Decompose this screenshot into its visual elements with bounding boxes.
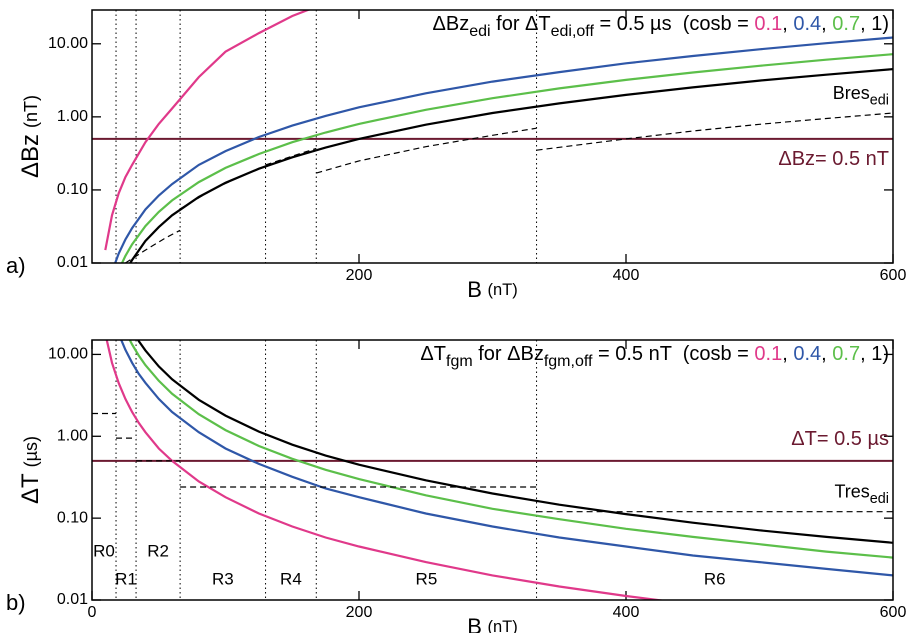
- text-part: 0.7: [832, 13, 860, 35]
- text-part: ,: [821, 13, 832, 35]
- text-part: fgm: [446, 353, 473, 370]
- text-part: , 1): [860, 343, 889, 365]
- plot-frame: [91, 9, 894, 264]
- resolution-label: Bresedi: [833, 83, 889, 108]
- series-line: [128, 340, 893, 559]
- y-tick-label: 1.00: [57, 427, 88, 444]
- x-tick-label: 0: [88, 604, 97, 621]
- region-label: R1: [115, 569, 137, 588]
- threshold-label: ΔT= 0.5 µs: [791, 428, 889, 450]
- text-part: 0.7: [832, 343, 860, 365]
- x-tick-label: 200: [346, 267, 373, 284]
- text-part: = 0.5 nT (cosb =: [592, 343, 754, 365]
- resolution-line: [92, 412, 893, 513]
- y-axis-label: ΔBz (nT): [17, 95, 44, 178]
- series-line: [104, 10, 311, 251]
- text-part: ,: [821, 343, 832, 365]
- y-tick-label: 1.00: [57, 108, 88, 125]
- text-part: 0.1: [754, 13, 782, 35]
- panel-label: b): [6, 590, 26, 615]
- series-line: [136, 340, 893, 544]
- text-part: fgm,off: [544, 353, 593, 370]
- region-label: R2: [147, 541, 169, 560]
- y-tick-label: 10.00: [48, 35, 88, 52]
- text-part: B: [467, 614, 482, 633]
- text-part: Bres: [833, 83, 870, 103]
- text-part: (nT): [21, 95, 41, 128]
- text-part: = 0.5 µs (cosb =: [594, 13, 755, 35]
- chart-title: ΔBzedi for ΔTedi,off = 0.5 µs (cosb = 0.…: [433, 13, 889, 40]
- x-tick-label: 200: [346, 604, 373, 621]
- text-part: ,: [782, 343, 793, 365]
- text-part: Tres: [834, 481, 869, 501]
- resolution-line: [125, 112, 893, 263]
- region-label: R5: [416, 569, 438, 588]
- plot-frame: [91, 339, 894, 601]
- y-tick-label: 0.10: [57, 181, 88, 198]
- text-part: edi,off: [551, 23, 595, 40]
- x-tick-label: 400: [613, 267, 640, 284]
- resolution-label: Tresedi: [834, 481, 889, 506]
- text-part: , 1): [860, 13, 889, 35]
- text-part: ΔT: [420, 343, 446, 365]
- panel-label: a): [6, 253, 26, 278]
- series-line: [105, 340, 667, 600]
- text-part: 0.4: [793, 13, 821, 35]
- text-part: ΔBz: [17, 134, 44, 178]
- text-part: 0.4: [793, 343, 821, 365]
- region-label: R4: [280, 569, 302, 588]
- x-tick-label: 600: [880, 604, 907, 621]
- text-part: 0.1: [754, 343, 782, 365]
- text-part: for ΔT: [491, 13, 551, 35]
- x-tick-label: 400: [613, 604, 640, 621]
- text-part: edi: [870, 92, 889, 108]
- y-axis-label: ΔT (µs): [17, 436, 44, 504]
- chart-title: ΔTfgm for ΔBzfgm,off = 0.5 nT (cosb = 0.…: [420, 343, 889, 370]
- text-part: ,: [782, 13, 793, 35]
- x-axis-label: B (nT): [467, 614, 517, 633]
- text-part: (nT): [487, 281, 517, 299]
- x-axis-label: B (nT): [467, 277, 517, 302]
- x-tick-label: 600: [880, 267, 907, 284]
- region-label: R3: [212, 569, 234, 588]
- text-part: (nT): [487, 618, 517, 633]
- y-tick-label: 0.01: [57, 591, 88, 608]
- text-part: ΔBz: [433, 13, 470, 35]
- text-part: for ΔBz: [473, 343, 544, 365]
- text-part: edi: [870, 491, 889, 507]
- y-tick-label: 0.10: [57, 509, 88, 526]
- y-tick-label: 0.01: [57, 254, 88, 271]
- threshold-label: ΔBz= 0.5 nT: [778, 148, 889, 170]
- text-part: (µs): [21, 436, 41, 467]
- series-line: [114, 36, 893, 263]
- text-part: edi: [469, 23, 490, 40]
- series-line: [120, 53, 893, 263]
- text-part: B: [467, 277, 482, 302]
- series-line: [128, 68, 893, 263]
- text-part: ΔT: [17, 473, 44, 504]
- region-label: R6: [704, 569, 726, 588]
- region-label: R0: [93, 541, 115, 560]
- y-tick-label: 10.00: [48, 346, 88, 363]
- series-line: [120, 340, 893, 577]
